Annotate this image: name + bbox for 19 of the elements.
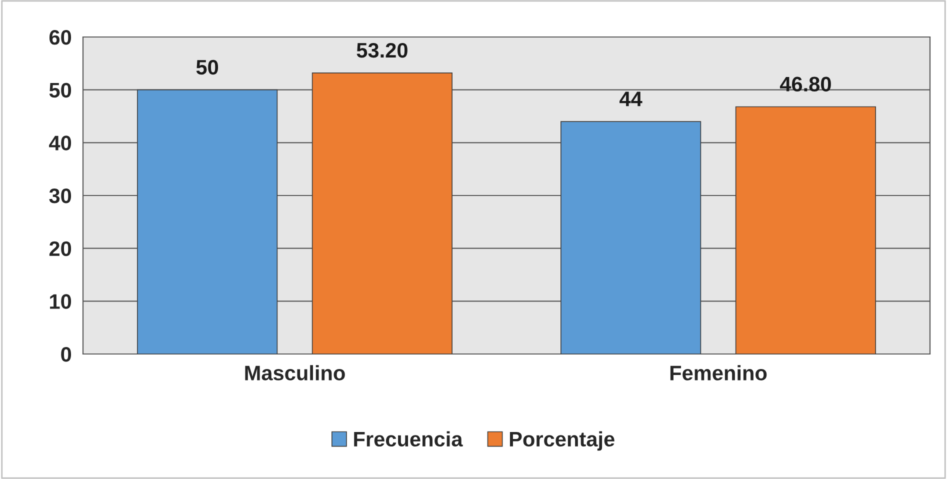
data-label: 50 xyxy=(196,60,218,75)
x-tick-label: Femenino xyxy=(670,365,767,380)
y-tick-label: 60 xyxy=(49,30,72,45)
x-tick-label: Masculino xyxy=(245,365,345,380)
legend-label: Frecuencia xyxy=(354,431,463,447)
data-label: 44 xyxy=(620,92,642,106)
bar xyxy=(137,89,278,354)
data-label: 53.20 xyxy=(356,42,408,58)
bar xyxy=(312,72,452,354)
legend-label: Porcentaje xyxy=(510,431,614,451)
y-tick-label: 10 xyxy=(50,294,72,309)
bar xyxy=(735,106,876,354)
y-tick-label: 0 xyxy=(61,347,72,362)
y-tick-label: 20 xyxy=(49,241,72,256)
y-tick-label: 40 xyxy=(49,136,72,150)
data-label: 46.80 xyxy=(780,76,831,92)
bar xyxy=(560,121,702,354)
y-tick-label: 50 xyxy=(49,82,72,98)
y-tick-label: 30 xyxy=(49,188,72,204)
